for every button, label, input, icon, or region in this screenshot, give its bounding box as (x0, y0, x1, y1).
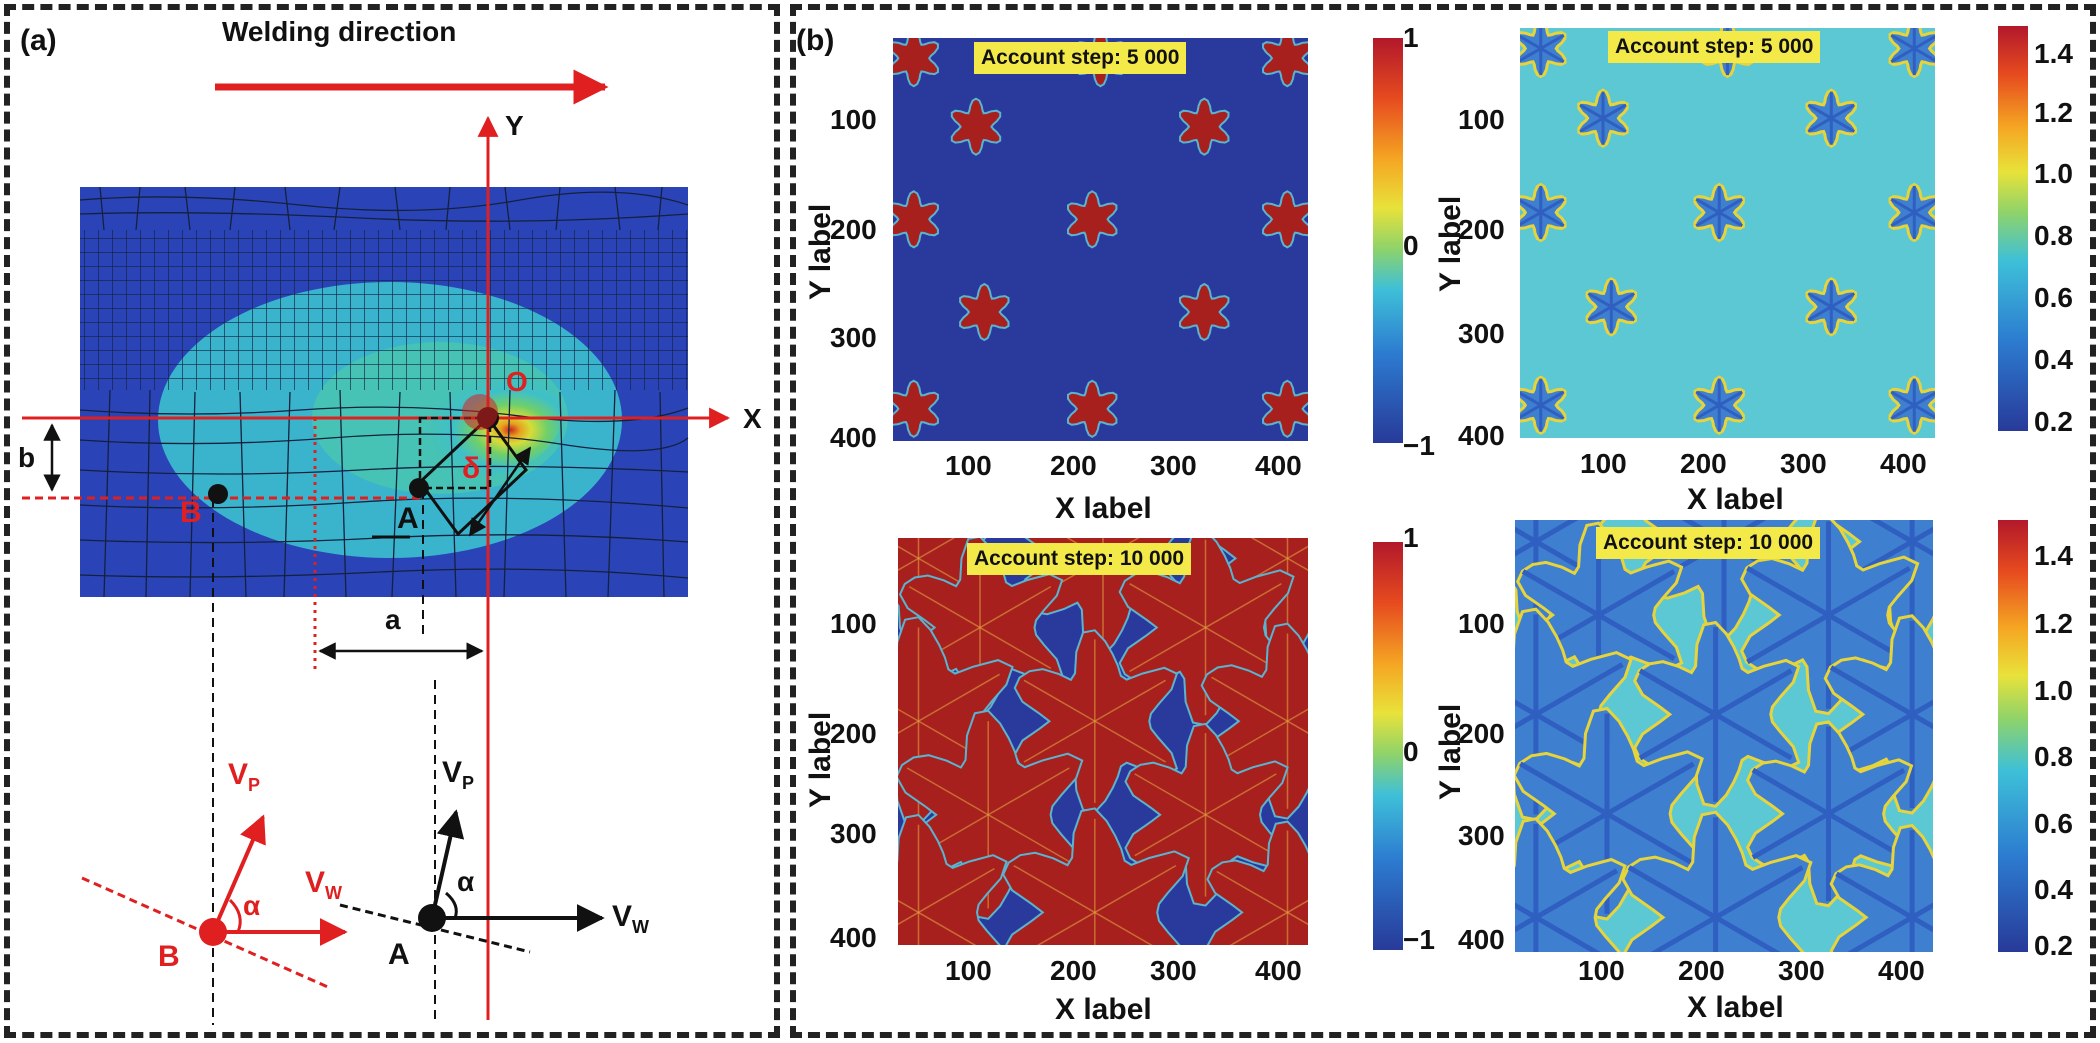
x-tick-br: 300 (1778, 955, 1825, 986)
delta-label: δ (462, 452, 481, 485)
x-label-tr: X label (1687, 483, 1784, 516)
x-tick-br: 200 (1678, 955, 1725, 986)
plot-phase-10000 (898, 538, 1308, 945)
dim-a-label: a (385, 604, 401, 635)
vw-red-label: VW (305, 866, 343, 903)
x-tick-bl: 200 (1050, 955, 1097, 986)
panel-a-frame (4, 4, 780, 1038)
x-label-bl: X label (1055, 993, 1152, 1026)
plot-conc-5000 (1520, 28, 1935, 438)
y-tick-tl: 300 (830, 322, 877, 353)
cbar-conc-top-tick: 0.6 (2034, 282, 2073, 313)
weld-diagram (22, 69, 731, 1025)
point-a (409, 478, 429, 498)
cbar-conc-bottom-tick: 1.0 (2034, 675, 2073, 706)
point-b (208, 484, 228, 504)
x-tick-tr: 200 (1680, 448, 1727, 479)
panel-b-label: (b) (796, 24, 835, 57)
y-tick-tl: 100 (830, 104, 877, 135)
y-tick-br: 200 (1458, 718, 1505, 749)
cbar-phase-top-tick: 0 (1403, 230, 1419, 261)
x-label-tl: X label (1055, 492, 1152, 525)
cbar-conc-bottom-tick: 0.2 (2034, 930, 2073, 961)
y-tick-bl: 200 (830, 718, 877, 749)
cbar-conc-top-tick: 1.0 (2034, 158, 2073, 189)
y-tick-tr: 300 (1458, 318, 1505, 349)
x-tick-tr: 400 (1880, 448, 1927, 479)
cbar-conc-bottom-tick: 0.4 (2034, 874, 2073, 905)
origin-label: O (506, 366, 528, 397)
y-tick-tl: 400 (830, 422, 877, 453)
cbar-conc-top-tick: 0.4 (2034, 344, 2073, 375)
cbar-conc-bottom-tick: 0.8 (2034, 741, 2073, 772)
y-label-tr: Y label (1434, 195, 1467, 292)
alpha-red-label: α (243, 890, 261, 921)
y-label-br: Y label (1434, 703, 1467, 800)
panel-b-frame (790, 4, 2096, 1038)
point-b-label: B (180, 496, 202, 529)
y-tick-tr: 200 (1458, 214, 1505, 245)
step-badge-5000-right: Account step: 5 000 (1608, 31, 1821, 63)
panel-a-label: (a) (20, 24, 57, 57)
cbar-phase-bottom-tick: −1 (1403, 924, 1435, 955)
cbar-phase-bottom-tick: 0 (1403, 736, 1419, 767)
step-badge-10000-left: Account step: 10 000 (967, 543, 1192, 575)
x-tick-br: 100 (1578, 955, 1625, 986)
x-tick-bl: 100 (945, 955, 992, 986)
x-tick-br: 400 (1878, 955, 1925, 986)
vw-black-label: VW (612, 900, 650, 937)
cbar-conc-bottom-tick: 1.2 (2034, 608, 2073, 639)
vp-red-label: VP (228, 758, 261, 795)
cbar-conc-top-tick: 0.2 (2034, 406, 2073, 437)
y-tick-tr: 400 (1458, 420, 1505, 451)
x-axis-label: X (743, 403, 762, 434)
y-tick-bl: 400 (830, 922, 877, 953)
y-tick-br: 300 (1458, 820, 1505, 851)
plot-phase-5000 (893, 38, 1308, 441)
y-tick-bl: 300 (830, 818, 877, 849)
y-tick-bl: 100 (830, 608, 877, 639)
x-tick-tl: 300 (1150, 450, 1197, 481)
y-tick-br: 100 (1458, 608, 1505, 639)
x-tick-tl: 100 (945, 450, 992, 481)
y-label-tl: Y label (804, 203, 837, 300)
cbar-conc-top-tick: 0.8 (2034, 220, 2073, 251)
cbar-conc-top-tick: 1.2 (2034, 97, 2073, 128)
x-tick-bl: 300 (1150, 955, 1197, 986)
cbar-conc-bottom-tick: 1.4 (2034, 540, 2073, 571)
x-tick-tl: 400 (1255, 450, 1302, 481)
colorbar-conc-bottom (1998, 520, 2028, 952)
step-badge-10000-right: Account step: 10 000 (1596, 527, 1821, 559)
cbar-phase-top-tick: −1 (1403, 430, 1435, 461)
colorbar-conc-top (1998, 26, 2028, 431)
dim-b-label: b (18, 442, 36, 473)
step-badge-5000-left: Account step: 5 000 (974, 42, 1187, 74)
y-tick-br: 400 (1458, 924, 1505, 955)
y-axis-label: Y (505, 110, 524, 141)
y-label-bl: Y label (804, 711, 837, 808)
x-label-br: X label (1687, 991, 1784, 1024)
point-a-bottom-label: A (388, 938, 410, 971)
x-tick-tl: 200 (1050, 450, 1097, 481)
alpha-black-label: α (457, 866, 475, 897)
colorbar-phase-top (1373, 38, 1403, 443)
cbar-conc-top-tick: 1.4 (2034, 38, 2073, 69)
cbar-conc-bottom-tick: 0.6 (2034, 808, 2073, 839)
point-a-label: A (397, 502, 419, 535)
x-tick-tr: 100 (1580, 448, 1627, 479)
vp-black-label: VP (442, 756, 475, 793)
cbar-phase-bottom-tick: 1 (1403, 522, 1419, 553)
welding-direction-label: Welding direction (222, 16, 457, 47)
y-tick-tr: 100 (1458, 104, 1505, 135)
plot-conc-10000 (1515, 520, 1933, 952)
x-tick-tr: 300 (1780, 448, 1827, 479)
x-tick-bl: 400 (1255, 955, 1302, 986)
y-tick-tl: 200 (830, 214, 877, 245)
point-b-bottom-label: B (158, 940, 180, 973)
cbar-phase-top-tick: 1 (1403, 22, 1419, 53)
colorbar-phase-bottom (1373, 542, 1403, 950)
